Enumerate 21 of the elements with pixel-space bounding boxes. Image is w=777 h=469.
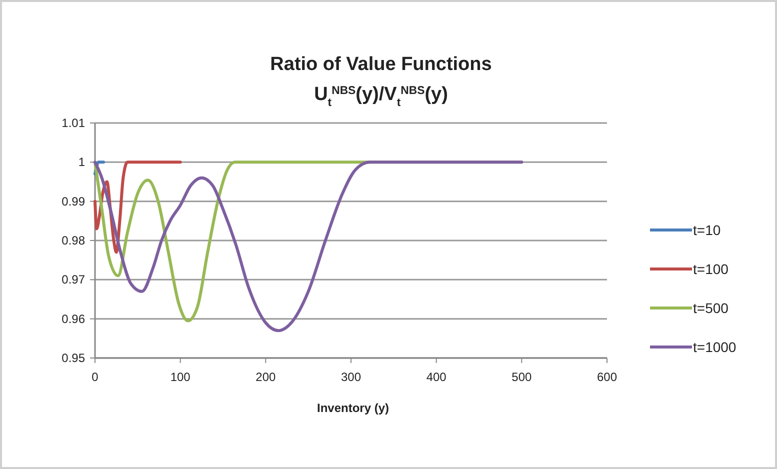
y-tick-label: 0.95 xyxy=(62,351,86,365)
legend-label: t=500 xyxy=(693,300,729,316)
x-tick-label: 400 xyxy=(426,370,447,384)
chart-title: Ratio of Value Functions xyxy=(270,54,492,75)
y-tick-label: 1 xyxy=(78,155,86,170)
chart-subtitle: U$_{t}$$^{NBS}$(y)/V$_{t}$$^{NBS}$(y) xyxy=(314,84,448,109)
y-tick-label: 0.96 xyxy=(62,312,86,326)
legend-label: t=1000 xyxy=(693,339,736,355)
x-tick-label: 0 xyxy=(92,370,99,384)
y-tick-label: 0.98 xyxy=(62,234,86,248)
legend-label: t=100 xyxy=(693,261,729,277)
x-tick-label: 600 xyxy=(596,370,618,384)
x-tick-label: 300 xyxy=(340,370,362,384)
legend-label: t=10 xyxy=(693,222,721,238)
x-axis-title: Inventory (y) xyxy=(316,401,390,415)
x-tick-label: 100 xyxy=(170,370,191,384)
y-tick-label: 1.01 xyxy=(62,116,86,130)
x-tick-label: 500 xyxy=(512,370,532,384)
y-tick-label: 0.97 xyxy=(62,272,86,287)
x-tick-label: 200 xyxy=(256,370,276,384)
y-tick-label: 0.99 xyxy=(62,194,86,208)
